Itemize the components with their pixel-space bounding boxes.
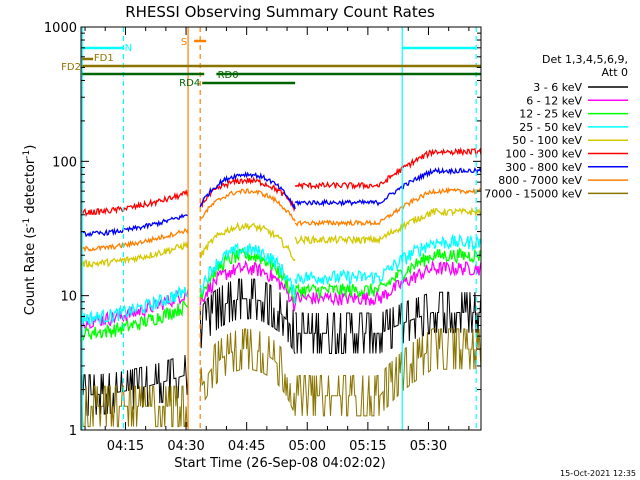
legend-label-9: 7000 - 15000 keV [484, 187, 582, 200]
legend-label-6: 100 - 300 keV [505, 148, 582, 161]
y-tick-label: 1 [69, 424, 77, 439]
series-line-5 [80, 206, 482, 269]
legend-label-7: 300 - 800 keV [505, 161, 582, 174]
x-tick-label: 04:15 [107, 439, 144, 454]
series-line-8 [80, 186, 482, 253]
series-line-4 [80, 233, 482, 325]
legend-label-4: 25 - 50 keV [519, 121, 582, 134]
legend-header-line1: Det 1,3,4,5,6,9, [542, 53, 628, 66]
series-line-7 [80, 166, 482, 238]
series-line-9 [81, 328, 482, 428]
series-line-6 [80, 146, 482, 218]
annotation-rd0: RD0 [218, 70, 239, 81]
legend-label-1: 3 - 6 keV [533, 81, 582, 94]
x-axis-label: Start Time (26-Sep-08 04:02:02) [174, 456, 385, 471]
y-axis-label: Count Rate (s-1 detector-1) [22, 145, 38, 316]
annotation-rd4: RD4 [179, 78, 200, 89]
series-line-3 [80, 247, 482, 341]
y-tick-label: 100 [52, 155, 77, 170]
plot-frame [80, 26, 482, 431]
y-tick-label: 10 [60, 290, 77, 305]
y-tick-label: 1000 [44, 21, 77, 36]
x-tick-label: 04:45 [228, 439, 265, 454]
x-tick-label: 05:30 [410, 439, 447, 454]
annotation-n: N [125, 43, 132, 54]
data-series-layer [80, 146, 482, 428]
legend-label-2: 6 - 12 keV [526, 94, 582, 107]
legend-header-line2: Att 0 [602, 66, 628, 79]
axes-layer [80, 26, 482, 431]
timestamp: 15-Oct-2021 12:35 [560, 469, 636, 478]
annotation-s: S [181, 37, 187, 48]
x-tick-labels: 04:15 04:30 04:45 05:00 05:15 05:30 [107, 439, 447, 454]
x-tick-label: 04:30 [167, 439, 204, 454]
marker-layer: N S FD1 FD2 RD0 RD4 [61, 27, 481, 430]
legend-label-3: 12 - 25 keV [519, 108, 582, 121]
chart-title: RHESSI Observing Summary Count Rates [125, 3, 435, 21]
legend-label-8: 800 - 7000 keV [498, 174, 582, 187]
x-tick-label: 05:00 [289, 439, 326, 454]
legend-label-5: 50 - 100 keV [512, 134, 582, 147]
x-tick-label: 05:15 [349, 439, 386, 454]
annotation-fd1: FD1 [94, 53, 114, 64]
annotation-fd2: FD2 [61, 62, 81, 73]
y-tick-labels: 1 10 100 1000 [44, 21, 77, 439]
series-line-1 [80, 278, 482, 416]
